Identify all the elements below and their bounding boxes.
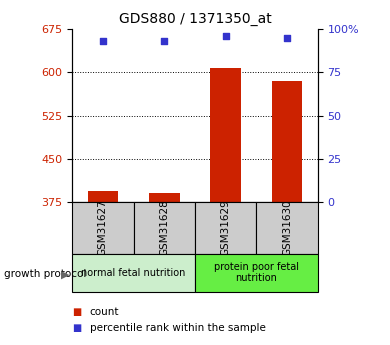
Bar <box>87 191 118 202</box>
Text: ▶: ▶ <box>61 269 70 279</box>
Bar <box>272 81 303 202</box>
Bar <box>133 202 195 254</box>
Text: GDS880 / 1371350_at: GDS880 / 1371350_at <box>119 12 271 26</box>
Bar <box>195 254 318 292</box>
Bar <box>256 202 318 254</box>
Point <box>223 33 229 39</box>
Text: ■: ■ <box>72 307 82 317</box>
Bar <box>72 254 195 292</box>
Text: GSM31627: GSM31627 <box>98 199 108 256</box>
Text: protein poor fetal
nutrition: protein poor fetal nutrition <box>214 262 299 283</box>
Bar <box>195 202 257 254</box>
Text: GSM31629: GSM31629 <box>221 199 231 256</box>
Point <box>284 35 290 41</box>
Bar <box>210 68 241 202</box>
Bar <box>149 193 180 202</box>
Point <box>161 39 167 44</box>
Text: growth protocol: growth protocol <box>4 269 86 279</box>
Text: normal fetal nutrition: normal fetal nutrition <box>82 268 186 277</box>
Text: GSM31628: GSM31628 <box>159 199 169 256</box>
Text: ■: ■ <box>72 323 82 333</box>
Text: count: count <box>90 307 119 317</box>
Text: percentile rank within the sample: percentile rank within the sample <box>90 323 266 333</box>
Bar <box>72 202 133 254</box>
Text: GSM31630: GSM31630 <box>282 199 292 256</box>
Point <box>100 39 106 44</box>
